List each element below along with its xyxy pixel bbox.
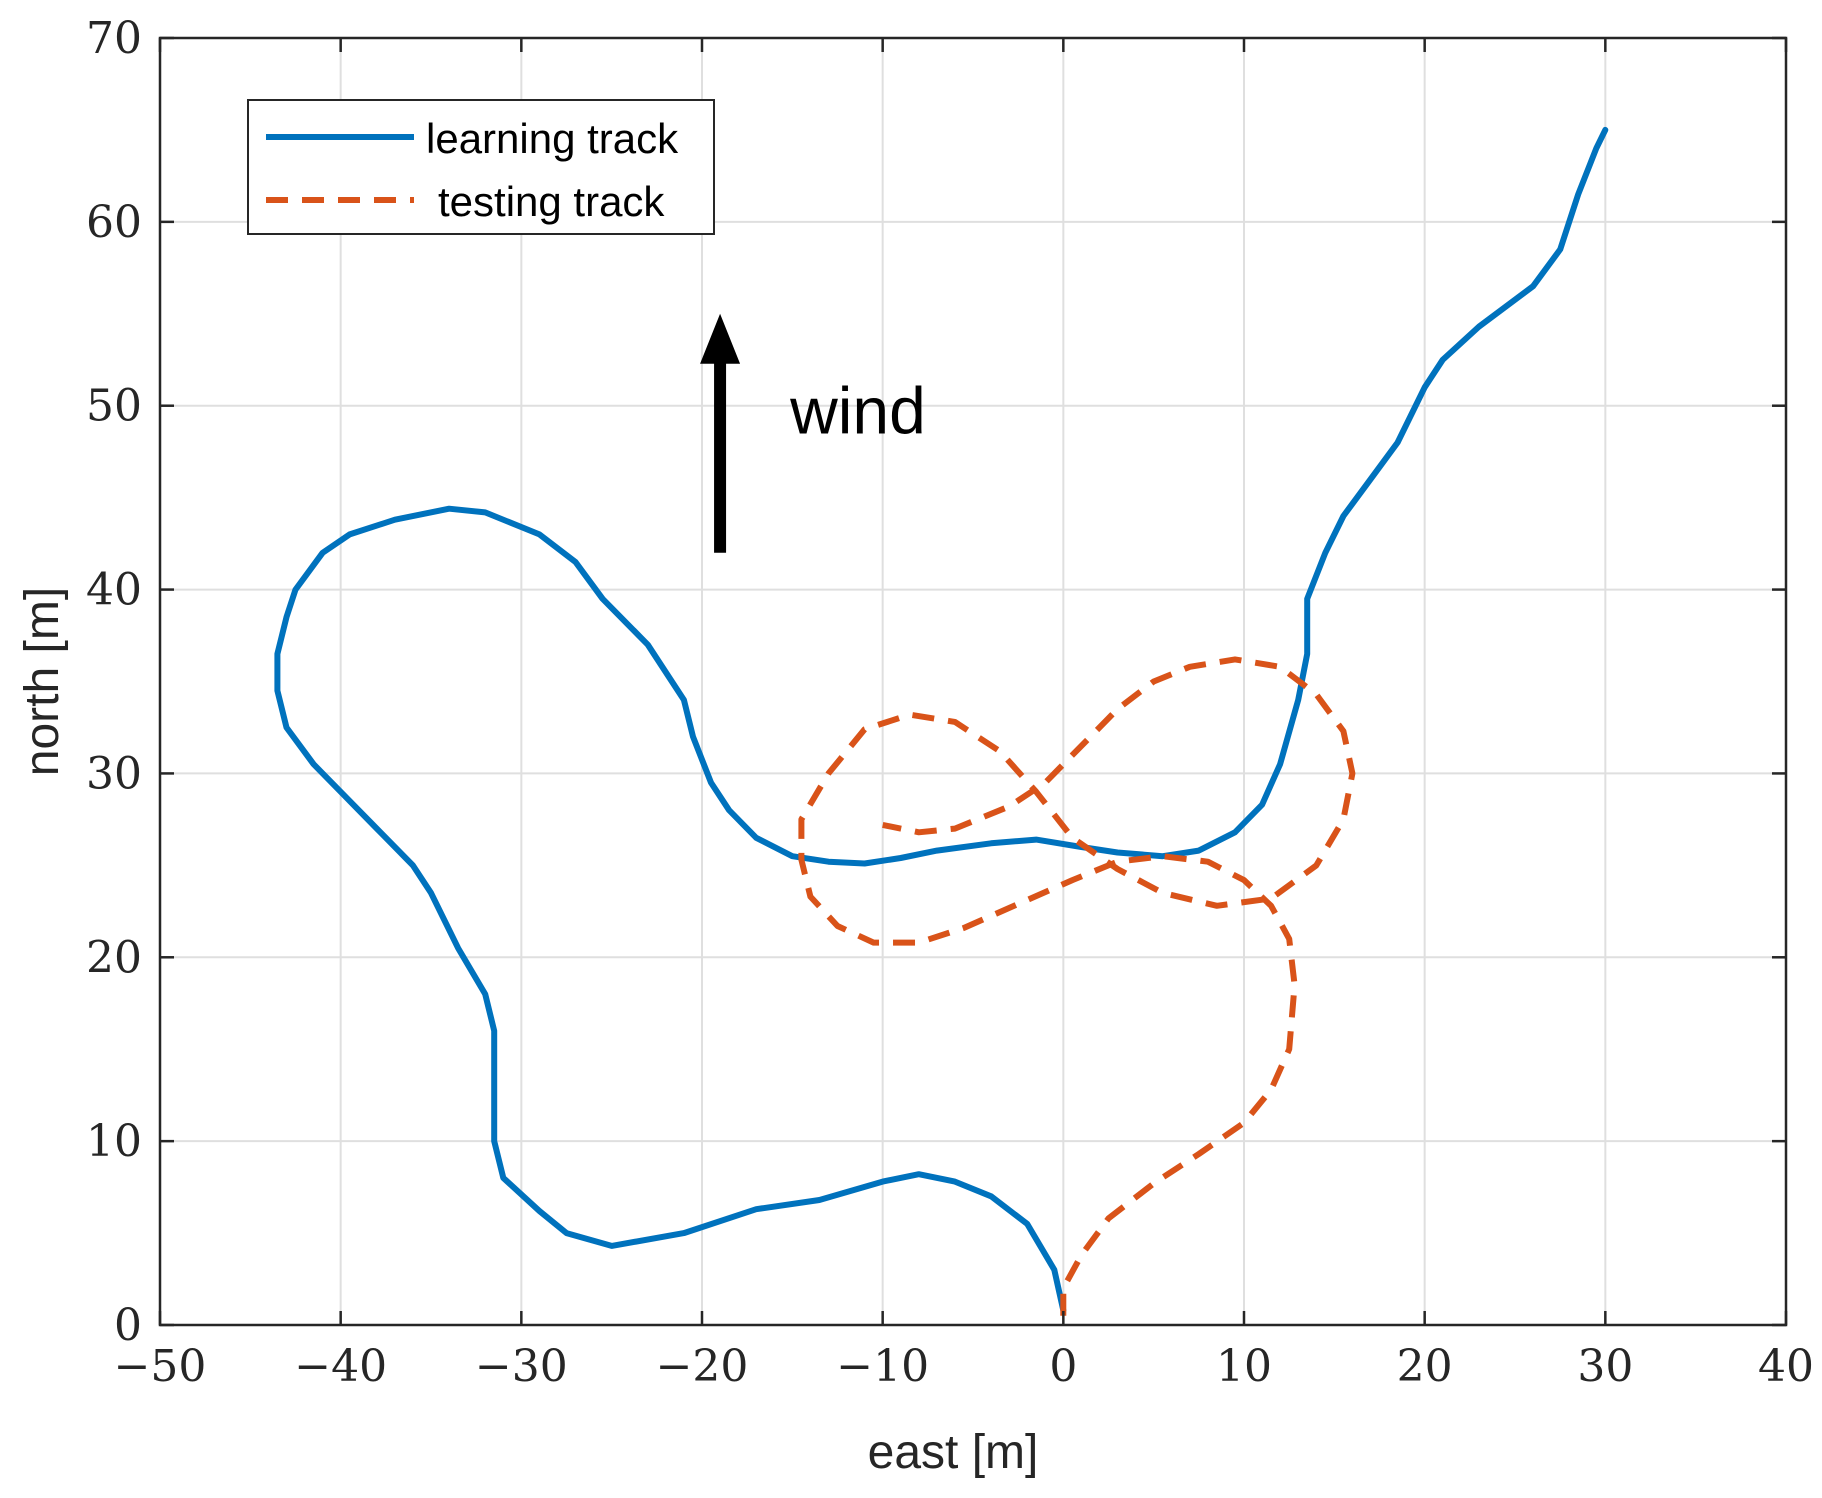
x-tick-label: 20: [1397, 1341, 1453, 1392]
y-tick-label: 30: [86, 748, 142, 799]
x-tick-label: −50: [114, 1341, 207, 1392]
y-tick-label: 0: [114, 1300, 142, 1351]
legend-label-testing-track: testing track: [438, 178, 665, 225]
axis-ticks: [158, 36, 1788, 1327]
wind-arrow-icon: [700, 313, 741, 364]
y-axis-label: north [m]: [16, 587, 69, 776]
wind-annotation: wind: [700, 313, 926, 553]
x-tick-label: 0: [1049, 1341, 1077, 1392]
y-tick-label: 10: [86, 1116, 142, 1167]
legend-label-learning-track: learning track: [426, 115, 679, 162]
x-tick-label: 10: [1216, 1341, 1272, 1392]
wind-label: wind: [789, 373, 926, 447]
y-tick-label: 60: [86, 197, 142, 248]
x-tick-label: −30: [475, 1341, 568, 1392]
tick-labels: −50 −40 −30 −20 −10 0 10 20 30 40 0 10 20 30 40 50 60 70: [86, 13, 1814, 1392]
x-axis-label: east [m]: [868, 1426, 1039, 1479]
legend-box: [247, 99, 715, 235]
y-tick-label: 70: [86, 13, 142, 64]
x-tick-label: 40: [1758, 1341, 1814, 1392]
y-tick-label: 40: [86, 565, 142, 616]
grid-lines: [160, 38, 1786, 1325]
y-tick-label: 50: [86, 381, 142, 432]
plot-frame: [158, 36, 1788, 1327]
series-line-testing-track: [798, 656, 1356, 1316]
legend: learning track testing track: [247, 99, 715, 235]
x-tick-label: −40: [294, 1341, 387, 1392]
x-tick-label: 30: [1577, 1341, 1633, 1392]
series-line-learning-track: [274, 126, 1609, 1314]
x-tick-label: −10: [836, 1341, 929, 1392]
y-tick-label: 20: [86, 932, 142, 983]
x-tick-label: −20: [656, 1341, 749, 1392]
series-lines: [274, 126, 1609, 1316]
